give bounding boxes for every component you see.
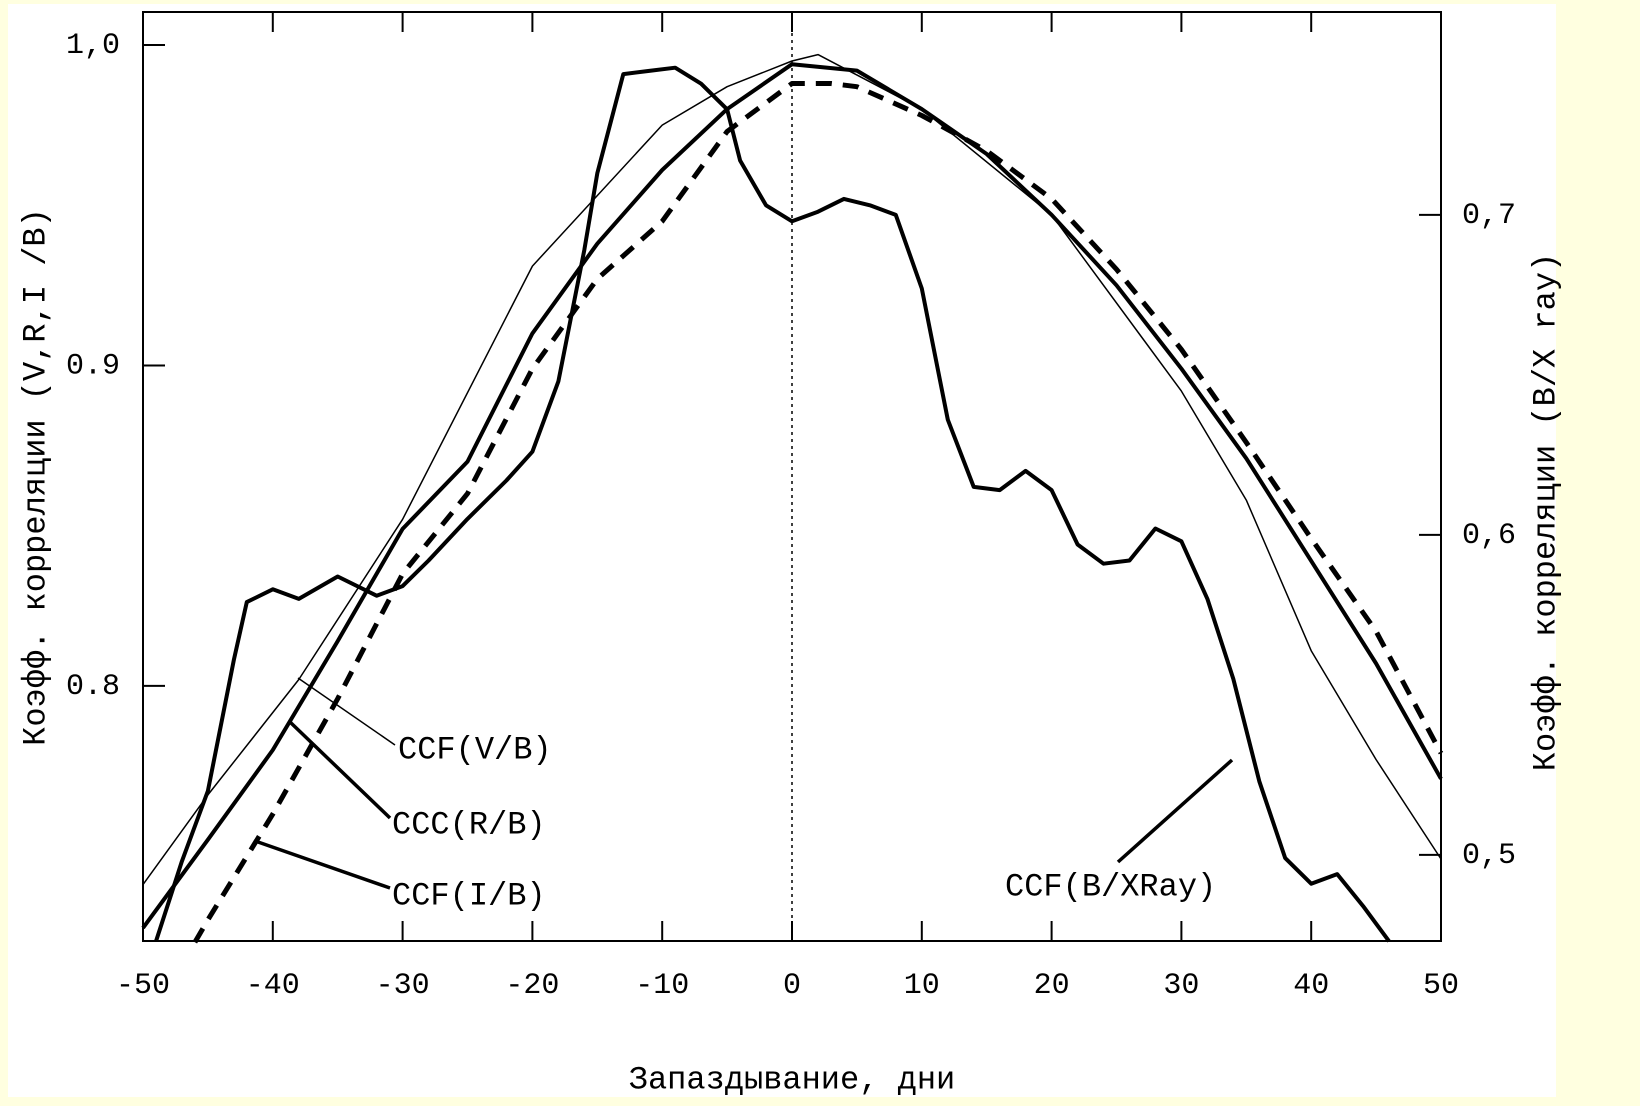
annotation-leader: [288, 720, 392, 820]
annotation-leader: [297, 677, 396, 746]
x-tick-label: 0: [783, 969, 801, 1003]
y-axis-title: Коэфф. корреляции (V,R,I /B): [17, 208, 54, 746]
x-tick-label: -40: [246, 969, 300, 1003]
series-line: [192, 81, 1444, 944]
y2-tick-label: 0,5: [1462, 839, 1516, 873]
chart-background: [8, 4, 1556, 1097]
y2-tick-label: 0,7: [1462, 199, 1516, 233]
annotation-leader: [257, 840, 391, 890]
series-label: CCF(B/XRay): [1005, 868, 1216, 905]
x-tick-label: -30: [376, 969, 430, 1003]
x-tick-label: 30: [1163, 969, 1199, 1003]
y-tick-label: 0.8: [66, 670, 120, 704]
x-axis-title: Запаздывание, дни: [629, 1061, 955, 1098]
series-line: [142, 53, 1442, 886]
y-tick-label: 0.9: [66, 349, 120, 383]
series-line: [154, 65, 1391, 943]
x-tick-label: -20: [505, 969, 559, 1003]
series-label: CCC(R/B): [392, 806, 546, 843]
series-line: [141, 62, 1443, 930]
y-tick-label: 1,0: [66, 29, 120, 63]
x-tick-label: 20: [1034, 969, 1070, 1003]
annotation-leader: [1116, 758, 1234, 864]
x-tick-label: 50: [1423, 969, 1459, 1003]
series-label: CCF(V/B): [398, 731, 552, 768]
x-tick-label: 10: [904, 969, 940, 1003]
x-tick-label: -50: [116, 969, 170, 1003]
series-label: CCF(I/B): [392, 877, 546, 914]
x-tick-label: 40: [1293, 969, 1329, 1003]
y2-axis-title: Коэфф. корреляции (B/X ray): [1527, 253, 1564, 771]
y2-tick-label: 0,6: [1462, 519, 1516, 553]
x-tick-label: -10: [635, 969, 689, 1003]
